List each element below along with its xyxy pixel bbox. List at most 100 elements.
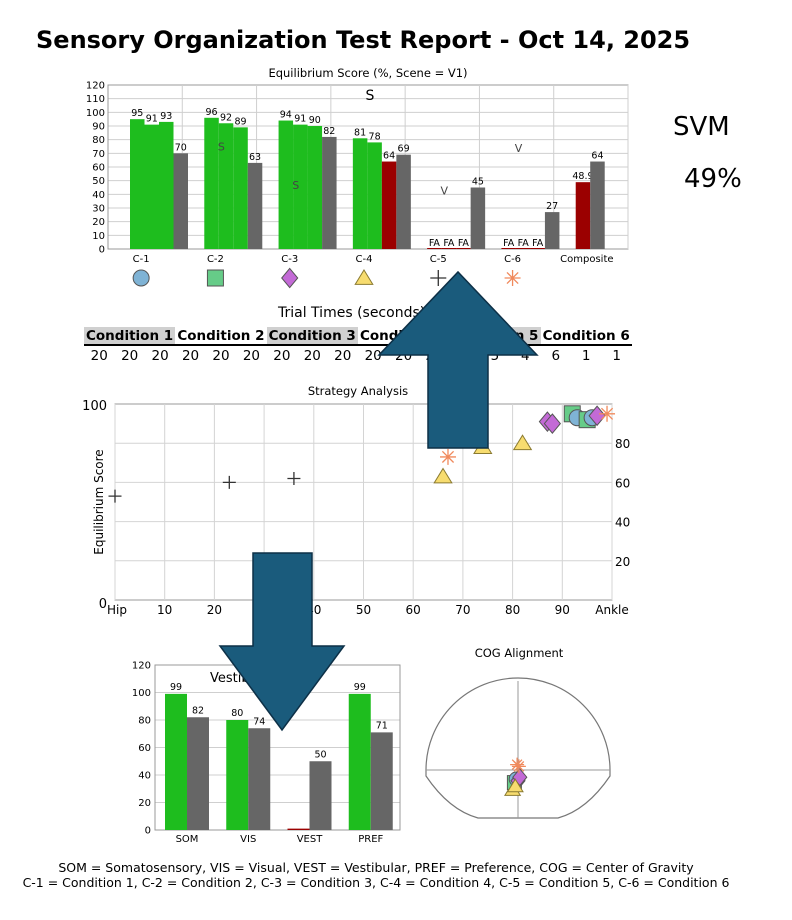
trial-label: 81 — [354, 127, 366, 138]
trial-label: FA — [503, 238, 515, 249]
y-tick-label: 20 — [92, 217, 105, 228]
cog-point — [511, 759, 526, 774]
y-tick-label: 100 — [86, 108, 105, 119]
trial-bar — [233, 127, 248, 249]
trial-time-cell: 6 — [551, 348, 561, 364]
trial-label: 89 — [234, 116, 246, 127]
trial-time-cell: 20 — [334, 348, 352, 364]
y-tick-label: 20 — [138, 798, 151, 809]
trial-bar — [381, 161, 397, 249]
trial-time-cell: 20 — [242, 348, 260, 364]
cog-alignment-chart: COG Alignment — [425, 646, 611, 819]
sensory-value-label: 99 — [354, 682, 366, 693]
y-tick-label-right: 80 — [615, 437, 630, 451]
trial-bar — [218, 123, 234, 249]
reference-bar — [322, 136, 337, 249]
y-tick-label: 120 — [86, 81, 105, 92]
reference-bar — [173, 153, 188, 249]
svm-label: SVM — [673, 112, 730, 142]
reference-label: 71 — [376, 720, 388, 731]
sensory-bar — [165, 693, 187, 830]
equilibrium-score-chart: Equilibrium Score (%, Scene = V1) 0 10 20 30… — [86, 66, 629, 289]
strategy-point — [439, 448, 456, 465]
x-tick-label: Hip — [107, 603, 127, 617]
trial-label: 93 — [160, 111, 172, 122]
sensory-analysis-chart: 0 20 40 60 80 100 120 Sensory Analysis Vestib 99 8… — [132, 645, 401, 845]
strategy-point — [599, 405, 616, 422]
trial-header: Condition 1 — [84, 327, 176, 346]
x-tick-label: 20 — [207, 603, 222, 617]
category-label: SOM — [176, 834, 199, 845]
reference-label: 27 — [546, 201, 558, 212]
strategy-point — [543, 413, 562, 434]
trial-bar — [130, 119, 145, 249]
sensory-annotation: V — [515, 142, 523, 155]
strategy-point — [473, 438, 493, 455]
strategy-point — [222, 475, 236, 489]
trial-label: FA — [518, 238, 530, 249]
reference-label: 82 — [323, 126, 335, 137]
trial-time-cell: 6 — [460, 348, 469, 364]
trial-time-cell: 20 — [425, 348, 443, 364]
footer-legend: SOM = Somatosensory, VIS = Visual, VEST … — [0, 860, 792, 890]
category-label: VIS — [240, 834, 256, 845]
y-tick-label: 0 — [99, 245, 105, 256]
footer-line-1: SOM = Somatosensory, VIS = Visual, VEST … — [58, 860, 694, 875]
y-tick-label: 80 — [138, 716, 151, 727]
trial-time-cell: 20 — [151, 348, 169, 364]
trial-header: Condition 3 — [266, 327, 358, 346]
reference-label: 74 — [253, 716, 265, 727]
trial-bar — [144, 124, 159, 249]
reference-bar — [396, 154, 411, 249]
trial-time-cell: 20 — [273, 348, 291, 364]
reference-bar — [247, 162, 263, 249]
x-tick-label: 30 — [256, 603, 271, 617]
sensory-annotation: S — [218, 141, 225, 154]
reference-bar — [470, 187, 486, 249]
condition-marker — [354, 269, 374, 285]
x-tick-label: Ankle — [595, 603, 628, 617]
x-tick-label: 80 — [505, 603, 520, 617]
y-tick-label: 10 — [92, 231, 105, 242]
trial-bar — [501, 248, 516, 249]
y-tick-label-right: 60 — [615, 476, 630, 490]
trial-time-cell: 20 — [121, 348, 139, 364]
category-label: Composite — [560, 254, 613, 265]
report-title: Sensory Organization Test Report - Oct 1… — [36, 26, 691, 54]
trial-header: Condition 5 — [449, 327, 541, 346]
trial-label: 78 — [369, 131, 381, 142]
y-tick-label-right: 40 — [615, 516, 630, 530]
y-axis-label: Equilibrium Score — [92, 449, 106, 554]
reference-bar — [590, 161, 605, 249]
reference-bar — [187, 717, 209, 830]
trial-label: 91 — [146, 114, 158, 125]
x-tick-label: 50 — [356, 603, 371, 617]
reference-bar — [248, 728, 271, 830]
x-tick-label: 70 — [455, 603, 470, 617]
trial-bar — [278, 120, 294, 250]
condition-marker — [504, 270, 521, 286]
category-label: C-2 — [207, 254, 224, 265]
trial-bar — [427, 248, 442, 249]
trial-time-cell: 1 — [581, 348, 591, 364]
trial-label: 91 — [294, 114, 306, 125]
category-label: C-3 — [281, 254, 298, 265]
trial-times-title: Trial Times (seconds) — [278, 305, 426, 321]
category-label: C-5 — [430, 254, 447, 265]
chart-title: Sensory Analysis — [231, 645, 328, 659]
trial-label: 64 — [383, 151, 395, 162]
trial-time-cell: 20 — [364, 348, 382, 364]
sensory-bar — [226, 720, 249, 830]
y-tick-label: 90 — [92, 122, 105, 133]
trial-label: FA — [532, 238, 544, 249]
x-tick-label: 90 — [555, 603, 570, 617]
category-label: VEST — [297, 834, 324, 845]
strategy-analysis-chart: Strategy Analysis 20 40 60 80 100 0 Hip 10 20 30 40… — [82, 384, 630, 617]
reference-bar — [370, 732, 393, 830]
trial-time-cell: 20 — [212, 348, 230, 364]
x-tick-label: 40 — [306, 603, 321, 617]
strategy-point — [588, 405, 606, 427]
trial-label: FA — [443, 238, 455, 249]
sensory-annotation: S — [292, 179, 299, 192]
chart-title: COG Alignment — [475, 646, 564, 660]
